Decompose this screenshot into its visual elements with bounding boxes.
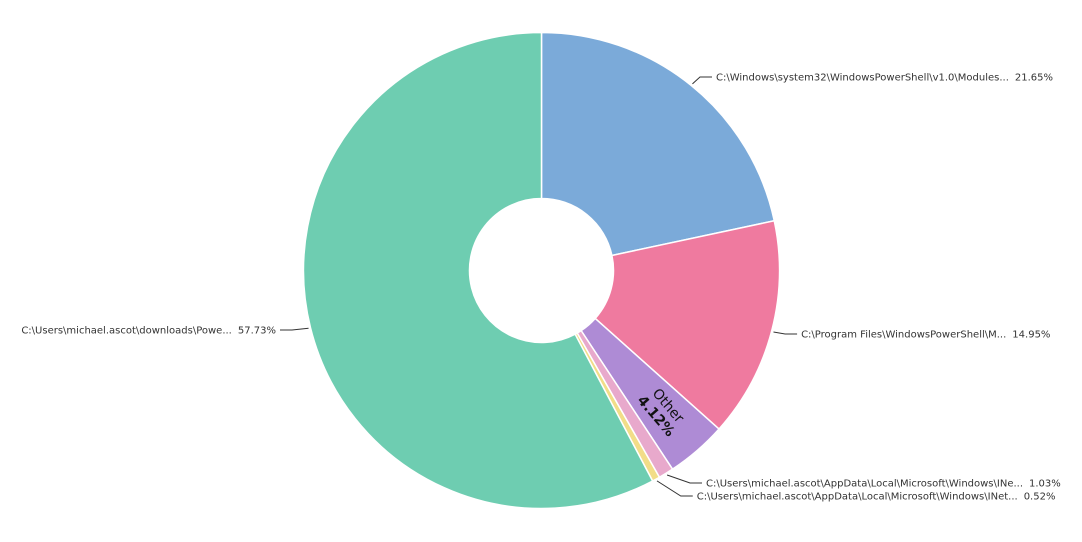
slice-label-1: C:\Program Files\WindowsPowerShell\M... 1… <box>801 330 1050 341</box>
slice-label-name: C:\Users\michael.ascot\AppData\Local\Mic… <box>697 492 1018 503</box>
labels-layer: C:\Windows\system32\WindowsPowerShell\v1… <box>21 73 1060 503</box>
slice-label-percent: 14.95% <box>1012 330 1050 341</box>
slice-label-4: C:\Users\michael.ascot\AppData\Local\Mic… <box>697 492 1056 503</box>
slice-label-0: C:\Windows\system32\WindowsPowerShell\v1… <box>716 73 1053 84</box>
leader-line-0 <box>692 76 712 85</box>
slice-label-percent: 1.03% <box>1029 479 1061 490</box>
leader-line-1 <box>773 331 798 335</box>
slice-label-percent: 57.73% <box>238 326 276 337</box>
slice-label-name: C:\Program Files\WindowsPowerShell\M... <box>801 330 1006 341</box>
slice-label-3: C:\Users\michael.ascot\AppData\Local\Mic… <box>706 479 1061 490</box>
pie-slice-0[interactable] <box>540 31 776 257</box>
slice-label-name: C:\Users\michael.ascot\AppData\Local\Mic… <box>706 479 1023 490</box>
leader-line-4 <box>656 480 693 497</box>
slice-label-percent: 21.65% <box>1015 73 1053 84</box>
slice-label-percent: 0.52% <box>1024 492 1056 503</box>
slice-label-5: C:\Users\michael.ascot\downloads\Powe...… <box>21 326 276 337</box>
leader-line-3 <box>666 474 702 484</box>
leader-line-5 <box>280 327 309 331</box>
pie-slice-5[interactable] <box>302 31 654 510</box>
slice-label-name: C:\Windows\system32\WindowsPowerShell\v1… <box>716 73 1009 84</box>
pie-slice-1[interactable] <box>594 219 781 431</box>
leaders-layer <box>280 76 798 497</box>
slice-label-name: C:\Users\michael.ascot\downloads\Powe... <box>21 326 232 337</box>
slices-layer <box>302 31 781 510</box>
